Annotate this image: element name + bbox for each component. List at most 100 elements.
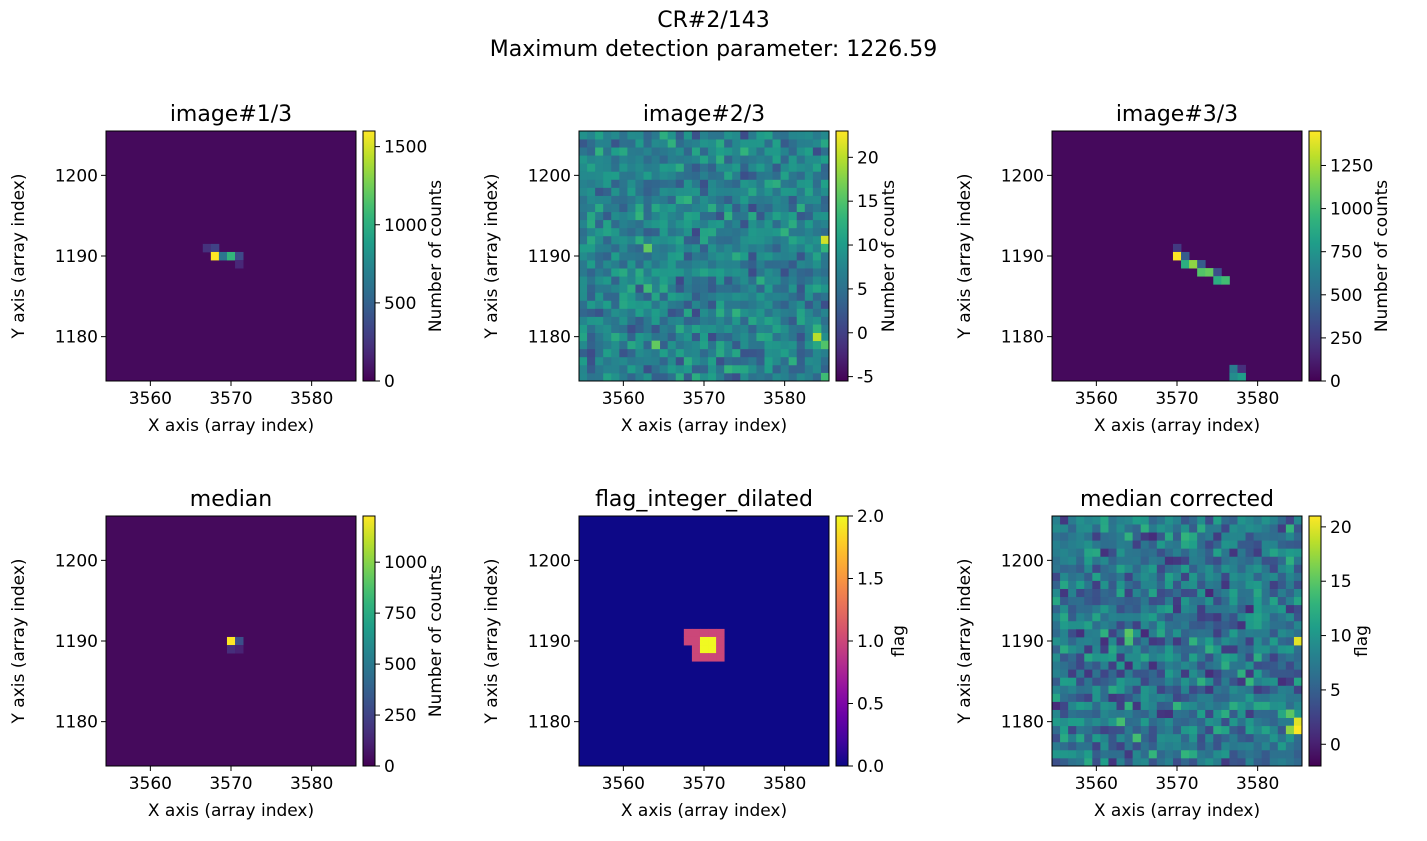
heatmap-cell — [1253, 532, 1263, 541]
heatmap-cell — [1229, 661, 1238, 670]
heatmap-cell — [820, 219, 829, 229]
heatmap-cell — [1237, 701, 1246, 710]
heatmap-cell — [1084, 524, 1093, 533]
heatmap-cell — [611, 131, 620, 140]
colorbar-tick-label: 0 — [384, 372, 395, 392]
heatmap-cell — [1237, 717, 1246, 727]
heatmap-cell — [611, 276, 620, 285]
heatmap-cell — [1092, 588, 1101, 598]
heatmap-cell — [1108, 636, 1117, 646]
x-axis-label: X axis (array index) — [621, 801, 787, 821]
heatmap-cell — [1293, 532, 1302, 541]
heatmap-cell — [1052, 588, 1061, 598]
x-tick-label: 3570 — [209, 774, 252, 794]
heatmap-cell — [724, 364, 733, 374]
heatmap-cell — [788, 356, 798, 366]
heatmap-cell — [1181, 524, 1190, 533]
heatmap-cell — [1156, 645, 1166, 654]
heatmap-cell — [603, 139, 612, 148]
heatmap-cell — [740, 139, 749, 148]
heatmap-cell — [756, 251, 765, 261]
heatmap-cell — [796, 195, 806, 204]
heatmap-cell — [619, 227, 628, 237]
heatmap-pixel — [1237, 364, 1246, 374]
heatmap-cell — [1148, 741, 1158, 751]
heatmap-cell — [1181, 677, 1190, 686]
heatmap-cell — [643, 292, 652, 301]
heatmap-cell — [1164, 556, 1174, 565]
heatmap-cell — [595, 372, 604, 381]
heatmap-cell — [716, 211, 725, 221]
heatmap-cell — [1060, 628, 1069, 638]
heatmap-cell — [1229, 701, 1238, 710]
heatmap-cell — [1221, 749, 1230, 759]
heatmap-cell — [1140, 645, 1150, 654]
heatmap-cell — [579, 340, 588, 350]
heatmap-cell — [699, 372, 709, 381]
heatmap-cell — [748, 292, 757, 301]
heatmap-cell — [1100, 636, 1109, 646]
heatmap-cell — [1084, 757, 1093, 766]
heatmap-cell — [1221, 604, 1230, 614]
heatmap-pixel — [820, 340, 829, 350]
colorbar-tick-label: 500 — [1330, 286, 1362, 306]
heatmap-cell — [1245, 612, 1255, 622]
heatmap-cell — [595, 219, 604, 229]
heatmap-cell — [1181, 556, 1190, 565]
heatmap-cell — [651, 187, 661, 196]
heatmap-cell — [1076, 620, 1085, 630]
heatmap-cell — [1052, 645, 1061, 654]
heatmap-cell — [595, 235, 604, 245]
heatmap-cell — [1181, 532, 1190, 541]
heatmap-cell — [579, 324, 588, 334]
heatmap-cell — [675, 163, 685, 172]
heatmap-cell — [595, 187, 604, 196]
heatmap-cell — [764, 292, 773, 301]
heatmap-cell — [724, 372, 733, 381]
heatmap-cell — [627, 356, 636, 366]
heatmap-cell — [1172, 580, 1182, 589]
heatmap-cell — [619, 219, 628, 229]
heatmap-cell — [1084, 612, 1093, 622]
heatmap-cell — [1164, 645, 1174, 654]
heatmap-cell — [579, 308, 588, 317]
heatmap-cell — [796, 155, 806, 164]
heatmap-cell — [804, 308, 814, 317]
heatmap-cell — [780, 284, 790, 293]
heatmap-cell — [1245, 653, 1255, 662]
heatmap-cell — [724, 243, 733, 253]
heatmap-cell — [1245, 661, 1255, 670]
heatmap-cell — [595, 324, 604, 334]
heatmap-cell — [1205, 564, 1214, 573]
heatmap-cell — [1189, 645, 1198, 654]
heatmap-cell — [699, 219, 709, 229]
heatmap-cell — [691, 268, 701, 277]
heatmap-cell — [804, 195, 814, 204]
heatmap-cell — [1205, 749, 1214, 759]
heatmap-cell — [788, 292, 798, 301]
heatmap-cell — [1253, 709, 1263, 719]
heatmap-cell — [1245, 709, 1255, 719]
heatmap-cell — [724, 227, 733, 237]
heatmap-cell — [1261, 701, 1271, 710]
heatmap-cell — [740, 251, 749, 261]
heatmap-cell — [611, 308, 620, 317]
heatmap-cell — [732, 372, 741, 381]
heatmap-cell — [1277, 709, 1287, 719]
heatmap-cell — [683, 139, 693, 148]
heatmap-cell — [1261, 628, 1271, 638]
heatmap-cell — [788, 171, 798, 180]
heatmap-cell — [1052, 757, 1061, 766]
heatmap-cell — [1213, 572, 1222, 581]
heatmap-pixel — [716, 636, 725, 646]
heatmap-cell — [579, 316, 588, 325]
heatmap-cell — [1132, 741, 1142, 751]
heatmap-cell — [820, 356, 829, 366]
colorbar-tick-label: 750 — [1330, 243, 1362, 263]
heatmap-cell — [683, 155, 693, 164]
heatmap-cell — [1156, 733, 1166, 743]
heatmap-cell — [1221, 636, 1230, 646]
heatmap-cell — [691, 219, 701, 229]
heatmap-cell — [627, 235, 636, 245]
heatmap-cell — [748, 260, 757, 269]
